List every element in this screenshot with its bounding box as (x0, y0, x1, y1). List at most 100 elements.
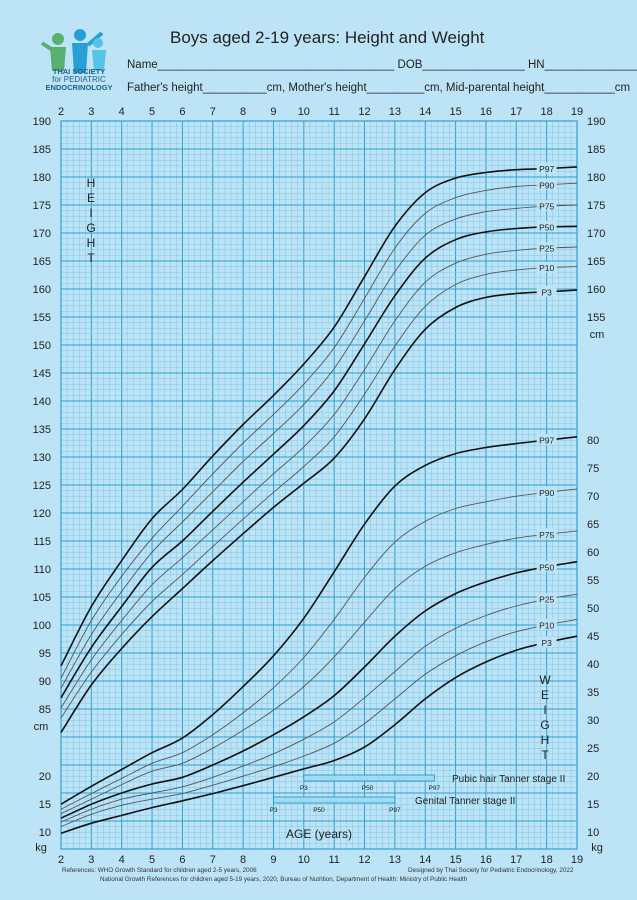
age-axis-label: AGE (years) (286, 827, 352, 841)
weight-percentile-label-p10: P10 (539, 621, 554, 631)
logo-text-line1: THAI SOCIETY (52, 67, 106, 76)
x-tick-label-top: 19 (571, 106, 583, 118)
weight-axis-letter: T (541, 748, 549, 762)
pubic-hair-tanner-p50-label: P50 (362, 785, 374, 792)
x-tick-label-bottom: 16 (480, 854, 492, 866)
weight-tick-label-right: 15 (587, 799, 599, 811)
height-label-bg (536, 200, 557, 212)
height-percentile-label-p3: P3 (541, 287, 552, 297)
x-tick-label-top: 17 (510, 106, 522, 118)
weight-curve-p50 (60, 560, 578, 819)
x-tick-label-top: 3 (88, 106, 94, 118)
height-percentile-label-p90: P90 (539, 180, 554, 190)
height-tick-label-left: 175 (33, 200, 51, 212)
height-axis-letter: G (86, 221, 95, 235)
weight-tick-label-right: 20 (587, 771, 599, 783)
x-tick-label-top: 13 (389, 106, 401, 118)
x-tick-label-top: 18 (541, 106, 553, 118)
height-tick-label-left: 85 (39, 704, 51, 716)
x-tick-label-top: 14 (419, 106, 431, 118)
weight-tick-label-right: 65 (587, 519, 599, 531)
weight-label-bg (536, 434, 557, 446)
height-tick-label-left: 185 (33, 144, 51, 156)
height-tick-label-left: 130 (33, 452, 51, 464)
weight-axis-letter: H (541, 733, 550, 747)
height-curve-p10 (60, 266, 578, 719)
logo-text-line3: ENDOCRINOLOGY (45, 83, 113, 92)
kg-unit-right: kg (591, 842, 603, 854)
x-tick-label-bottom: 10 (298, 854, 310, 866)
parental-height-fields[interactable]: Father's height__________cm, Mother's he… (127, 82, 631, 94)
name-dob-hn-fields[interactable]: Name____________________________________… (127, 59, 637, 71)
weight-curve-p10 (60, 618, 578, 828)
cm-unit-left: cm (34, 721, 49, 733)
height-tick-label-right: 180 (587, 172, 605, 184)
height-label-bg (536, 261, 557, 273)
height-tick-label-left: 180 (33, 172, 51, 184)
x-tick-label-top: 5 (149, 106, 155, 118)
logo-text: THAI SOCIETY for PEDIATRIC ENDOCRINOLOGY (34, 68, 124, 92)
height-axis-letter: E (87, 191, 95, 205)
weight-tick-label-right: 45 (587, 631, 599, 643)
x-tick-label-top: 9 (270, 106, 276, 118)
logo-text-line2: for PEDIATRIC (52, 75, 106, 84)
height-percentile-label-p25: P25 (539, 244, 554, 254)
cm-unit-right: cm (590, 329, 605, 341)
genital-tanner-p50-label: P50 (313, 807, 325, 814)
weight-label-bg (536, 486, 557, 498)
weight-tick-label-right: 35 (587, 687, 599, 699)
reference-line-1: References: WHO Growth Standard for chil… (62, 867, 257, 874)
height-tick-label-left: 95 (39, 648, 51, 660)
height-tick-label-left: 160 (33, 284, 51, 296)
x-tick-label-top: 10 (298, 106, 310, 118)
x-tick-label-bottom: 12 (358, 854, 370, 866)
weight-label-bg (536, 528, 557, 540)
height-label-bg (536, 162, 557, 174)
weight-tick-label-right: 80 (587, 435, 599, 447)
weight-axis-letter: E (541, 688, 549, 702)
height-tick-label-right: 175 (587, 200, 605, 212)
x-tick-label-bottom: 5 (149, 854, 155, 866)
weight-percentile-label-p25: P25 (539, 595, 554, 605)
pubic-hair-tanner-bar (303, 774, 435, 782)
height-label-bg (536, 285, 557, 297)
height-tick-label-left: 155 (33, 312, 51, 324)
height-tick-label-right: 185 (587, 144, 605, 156)
height-tick-label-left: 120 (33, 508, 51, 520)
weight-percentile-label-p90: P90 (539, 488, 554, 498)
x-tick-label-bottom: 17 (510, 854, 522, 866)
height-label-bg (536, 220, 557, 232)
x-tick-label-bottom: 4 (119, 854, 125, 866)
weight-curve-p90 (60, 488, 578, 810)
height-tick-label-left: 90 (39, 676, 51, 688)
height-tick-label-right: 170 (587, 228, 605, 240)
genital-tanner-bar (273, 796, 396, 804)
weight-curve-p25 (60, 593, 578, 823)
x-tick-label-bottom: 13 (389, 854, 401, 866)
height-tick-label-right: 160 (587, 284, 605, 296)
x-tick-label-bottom: 8 (240, 854, 246, 866)
kg-unit-left: kg (35, 842, 47, 854)
weight-percentile-label-p75: P75 (539, 530, 554, 540)
weight-curve-p97 (60, 436, 578, 805)
x-tick-label-top: 8 (240, 106, 246, 118)
height-curve-p97 (60, 166, 578, 667)
x-tick-label-bottom: 18 (541, 854, 553, 866)
plot-border (60, 120, 578, 850)
weight-curve-p3 (60, 635, 578, 835)
weight-tick-label-right: 10 (587, 827, 599, 839)
x-tick-label-bottom: 15 (449, 854, 461, 866)
weight-tick-label-right: 30 (587, 715, 599, 727)
height-tick-label-left: 190 (33, 116, 51, 128)
pubic-hair-tanner-p3-label: P3 (300, 785, 308, 792)
weight-label-bg (536, 560, 557, 572)
x-tick-label-top: 11 (328, 106, 339, 118)
chart-title: Boys aged 2-19 years: Height and Weight (170, 28, 485, 47)
height-axis-letter: H (87, 176, 96, 190)
genital-tanner-p97-label: P97 (389, 807, 401, 814)
pubic-hair-tanner-p97-label: P97 (429, 785, 441, 792)
weight-tick-label-left: 15 (39, 799, 51, 811)
height-tick-label-left: 110 (33, 564, 51, 576)
